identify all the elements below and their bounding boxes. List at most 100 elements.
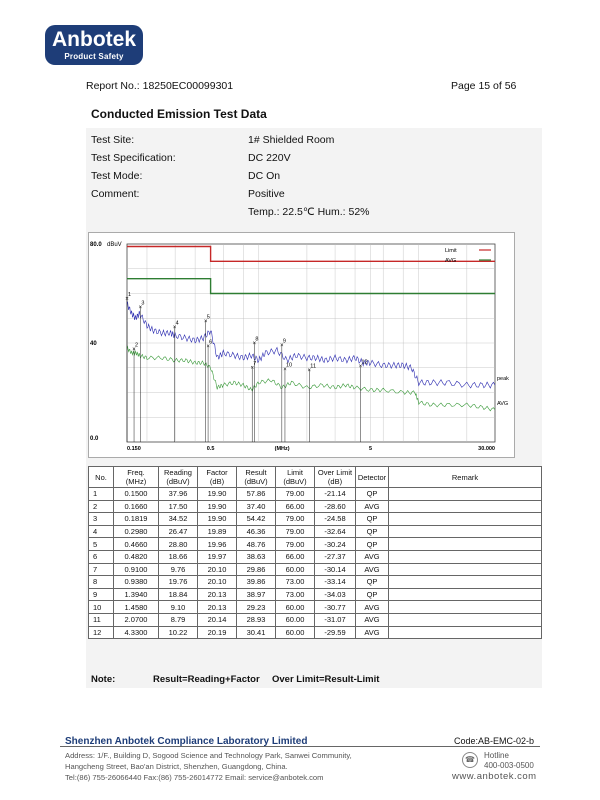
avg-limit-line [127, 278, 495, 295]
marker-number: 11 [310, 363, 316, 369]
marker-number: 9 [283, 339, 286, 345]
table-cell: 79.00 [275, 512, 315, 526]
table-cell: 29.23 [236, 600, 276, 614]
marker-number: 4 [176, 320, 179, 326]
table-cell: 19.90 [197, 487, 237, 501]
table-cell [388, 575, 542, 589]
table-row: 9 1.3940 18.84 20.13 38.97 73.00 -34.03 QP [88, 587, 542, 602]
marker-x: × [204, 319, 208, 325]
footer-address-1: Address: 1/F., Building D, Sogood Scienc… [65, 751, 352, 760]
note-label: Note: [91, 674, 116, 685]
legend-avg-label: AVG [445, 258, 456, 264]
page-number: Page 15 of 56 [451, 80, 517, 92]
table-cell: 8.79 [158, 612, 198, 627]
table-cell: 37.40 [236, 499, 276, 514]
x-tick-label: (MHz) [275, 446, 290, 452]
marker-number: 8 [255, 336, 258, 342]
table-cell [388, 524, 542, 539]
table-cell: 37.96 [158, 487, 198, 501]
y-top-label: 80.0 [90, 242, 102, 248]
table-cell: 29.86 [236, 562, 276, 577]
table-cell: 0.9380 [113, 575, 159, 589]
table-cell: -30.24 [314, 537, 356, 551]
table-cell: 20.19 [197, 625, 237, 640]
table-cell: 34.52 [158, 512, 198, 526]
table-cell: 66.00 [275, 549, 315, 564]
legend-limit-label: Limit [445, 248, 457, 254]
section-title: Conducted Emission Test Data [91, 107, 267, 121]
table-row: 6 0.4820 18.66 19.97 38.63 66.00 -27.37 AVG [88, 549, 542, 564]
emission-chart: 80.0 dBuV 40 0.0 0.150 0.5 (MHz) 5 30.000 ×1… [90, 242, 509, 452]
emission-data-table: No. Freq. (MHz) Reading (dBuV) Factor (dB) Resu… [88, 466, 542, 640]
table-cell: 48.76 [236, 537, 276, 551]
table-cell: 66.00 [275, 499, 315, 514]
table-cell: 60.00 [275, 612, 315, 627]
table-cell: 2 [88, 499, 114, 514]
marker-number: 3 [141, 300, 144, 306]
table-cell [388, 537, 542, 551]
table-cell: 0.4820 [113, 549, 159, 564]
table-row: 11 2.0700 8.79 20.14 28.93 60.00 -31.07 AVG [88, 612, 542, 627]
logo-subtitle: Product Safety [64, 52, 124, 61]
marker-x: × [308, 368, 312, 374]
marker-x: × [280, 343, 284, 349]
peak-trace [126, 301, 496, 389]
emission-chart-frame: 80.0 dBuV 40 0.0 0.150 0.5 (MHz) 5 30.000 × 1… [88, 232, 515, 458]
table-cell: 9.10 [158, 600, 198, 614]
table-cell: 4.3300 [113, 625, 159, 640]
x-tick-label: 30.000 [478, 446, 495, 452]
table-cell: 54.42 [236, 512, 276, 526]
table-row: 5 0.4660 28.80 19.96 48.76 79.00 -30.24 QP [88, 537, 542, 551]
table-cell: 20.13 [197, 587, 237, 602]
table-cell: 28.93 [236, 612, 276, 627]
marker-number: 7 [253, 361, 256, 367]
table-cell: QP [355, 575, 389, 589]
info-label-site: Test Site: [91, 134, 135, 146]
table-cell: 19.76 [158, 575, 198, 589]
column-header: Over Limit (dB) [314, 466, 356, 488]
footer-address-2: Hangcheng Street, Bao'an District, Shenz… [65, 762, 288, 771]
table-row: 10 1.4580 9.10 20.13 29.23 60.00 -30.77 AVG [88, 600, 542, 614]
y-bottom-label: 0.0 [90, 436, 99, 442]
table-cell: 26.47 [158, 524, 198, 539]
avg-trace-label: AVG [497, 401, 508, 407]
table-cell: 19.89 [197, 524, 237, 539]
marker-x: × [173, 325, 177, 331]
note-result-formula: Result=Reading+Factor [153, 674, 260, 685]
table-cell: 4 [88, 524, 114, 539]
x-tick-label: 0.150 [127, 446, 141, 452]
limit-lines [127, 245, 495, 295]
footer-hotline-label: Hotline [484, 751, 509, 760]
table-cell: -29.59 [314, 625, 356, 640]
table-cell: QP [355, 487, 389, 501]
table-cell: -27.37 [314, 549, 356, 564]
table-cell: 1.4580 [113, 600, 159, 614]
marker-x: × [250, 366, 254, 372]
table-cell: 19.90 [197, 499, 237, 514]
table-cell: 0.1500 [113, 487, 159, 501]
footer-divider [60, 746, 540, 747]
table-cell: 1.3940 [113, 587, 159, 602]
table-cell: 0.2980 [113, 524, 159, 539]
marker-number: 1 [128, 292, 131, 298]
table-cell: 57.86 [236, 487, 276, 501]
marker-x: × [125, 296, 129, 302]
table-cell: -30.14 [314, 562, 356, 577]
qp-limit-line [127, 245, 495, 262]
table-cell: -32.64 [314, 524, 356, 539]
table-cell: 10 [88, 600, 114, 614]
table-cell: 9.76 [158, 562, 198, 577]
table-cell: 20.14 [197, 612, 237, 627]
table-cell: 19.90 [197, 512, 237, 526]
table-cell: 38.63 [236, 549, 276, 564]
column-header: Remark [388, 466, 542, 488]
table-cell: -24.58 [314, 512, 356, 526]
marker-group: ×1×2×3×4 ×5×6×7×8×9×10×11 ×12 [125, 292, 368, 442]
table-cell: -34.03 [314, 587, 356, 602]
footer-code: Code:AB-EMC-02-b [454, 736, 535, 746]
info-value-comment: Positive [248, 188, 285, 200]
chart-legend: Limit AVG [445, 248, 491, 264]
table-cell: 60.00 [275, 562, 315, 577]
table-cell: QP [355, 537, 389, 551]
table-cell: 12 [88, 625, 114, 640]
